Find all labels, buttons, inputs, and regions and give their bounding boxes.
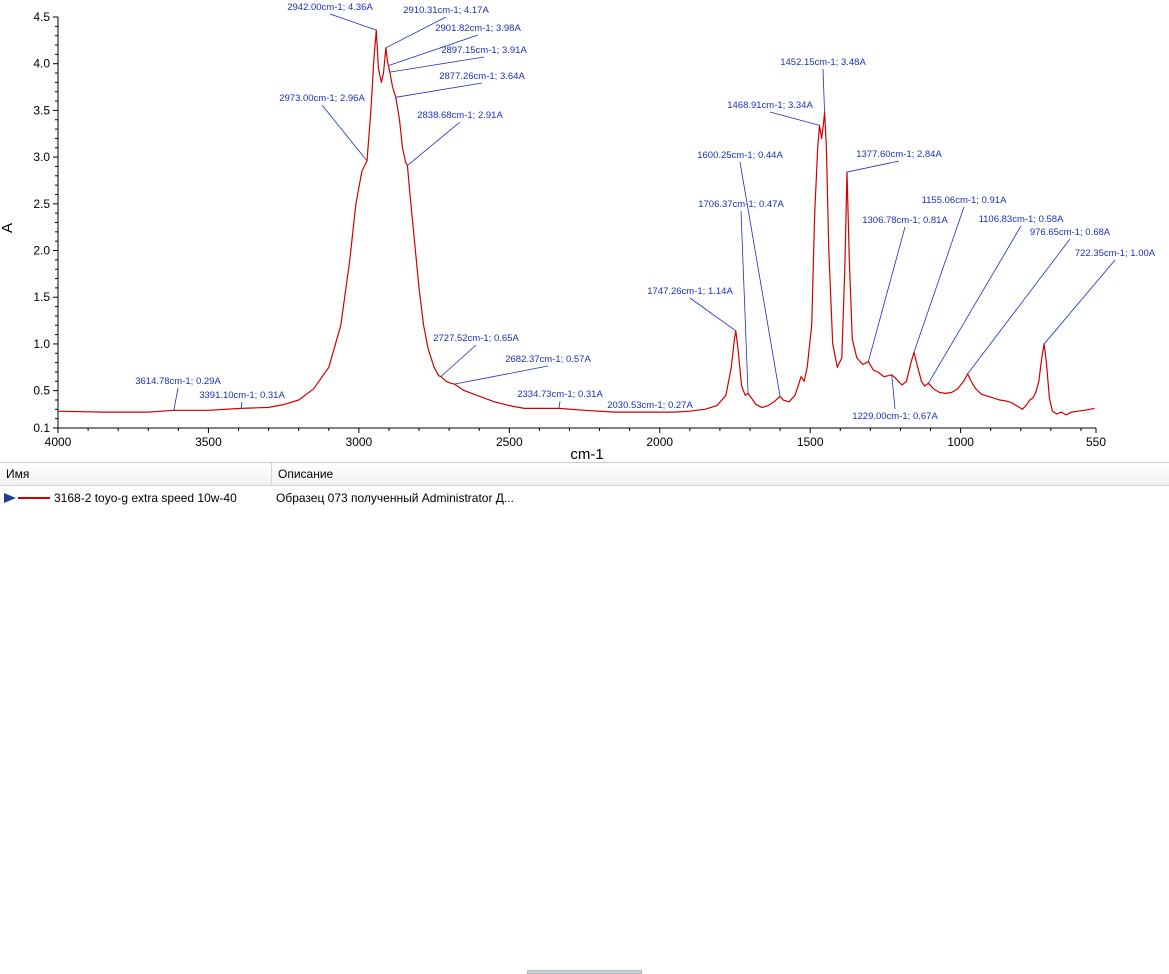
legend-column-name[interactable]: Имя [0, 463, 272, 485]
peak-leader-line [174, 388, 178, 410]
peak-leader-line [241, 402, 242, 408]
x-axis-title: cm-1 [570, 446, 603, 460]
peak-label: 1106.83cm-1; 0.58A [979, 214, 1065, 225]
legend-row-name-cell[interactable]: 3168-2 toyo-g extra speed 10w-40 [0, 487, 272, 509]
peak-label: 2334.73cm-1; 0.31A [517, 389, 603, 400]
peak-label: 3391.10cm-1; 0.31A [199, 390, 285, 401]
x-tick-label: 2000 [646, 435, 673, 449]
peak-leader-line [741, 211, 748, 393]
peak-label: 1155.06cm-1; 0.91A [922, 195, 1008, 206]
peak-leader-line [968, 239, 1070, 374]
peak-label: 2897.15cm-1; 3.91A [441, 45, 527, 56]
peak-leader-line [559, 401, 560, 408]
peak-label: 2838.68cm-1; 2.91A [417, 110, 503, 121]
y-tick-label: 3.0 [33, 150, 50, 164]
peak-leader-line [868, 227, 905, 362]
y-tick-label: 3.5 [33, 103, 50, 117]
x-tick-label: 2500 [496, 435, 523, 449]
y-tick-label: 1.0 [33, 337, 50, 351]
x-tick-label: 1000 [947, 435, 974, 449]
peak-label: 2030.53cm-1; 0.27A [607, 400, 693, 411]
peak-label: 2727.52cm-1; 0.65A [433, 333, 519, 344]
y-tick-label: 2.0 [33, 244, 50, 258]
spectrum-name: 3168-2 toyo-g extra speed 10w-40 [54, 487, 237, 509]
legend-row[interactable]: 3168-2 toyo-g extra speed 10w-40 Образец… [0, 487, 1169, 509]
peak-label: 1452.15cm-1; 3.48A [780, 57, 866, 68]
y-axis-title: A [0, 223, 16, 233]
peak-label: 2942.00cm-1; 4.36A [287, 2, 373, 13]
peak-leader-line [892, 375, 895, 409]
peak-leader-line [322, 105, 367, 161]
peak-leader-line [1044, 260, 1115, 344]
peak-leader-line [914, 207, 964, 352]
peak-label: 1468.91cm-1; 3.34A [727, 100, 813, 111]
x-tick-label: 4000 [45, 435, 72, 449]
y-tick-label: 4.0 [33, 57, 50, 71]
peak-leader-line [740, 162, 780, 396]
peak-label: 2973.00cm-1; 2.96A [279, 93, 365, 104]
peak-leader-line [407, 122, 460, 166]
x-tick-label: 3000 [346, 435, 373, 449]
peak-leader-line [390, 57, 484, 72]
y-tick-label: 0.5 [33, 384, 50, 398]
spectrum-description: Образец 073 полученный Administrator Д..… [276, 487, 1156, 509]
peak-label: 1306.78cm-1; 0.81A [862, 215, 948, 226]
y-tick-label: 2.5 [33, 197, 50, 211]
peak-leader-line [823, 69, 825, 112]
peak-leader-line [396, 83, 482, 97]
peak-label: 3614.78cm-1; 0.29A [135, 376, 221, 387]
peak-leader-line [330, 14, 376, 30]
peak-leader-line [770, 112, 820, 125]
peak-leader-line [454, 366, 548, 384]
x-tick-label: 550 [1086, 435, 1106, 449]
y-tick-label: 0.1 [33, 421, 50, 435]
peak-label: 2877.26cm-1; 3.64A [439, 71, 525, 82]
x-tick-label: 3500 [195, 435, 222, 449]
legend-header: Имя Описание [0, 463, 1169, 486]
peak-leader-line [928, 226, 1021, 383]
peak-leader-line [441, 345, 476, 377]
legend-column-description[interactable]: Описание [272, 463, 1169, 485]
peak-label: 2901.82cm-1; 3.98A [435, 23, 521, 34]
peak-label: 1600.25cm-1; 0.44A [697, 150, 783, 161]
peak-annotations: 3614.78cm-1; 0.29A 3391.10cm-1; 0.31A 2973… [135, 2, 1156, 422]
peak-label: 1706.37cm-1; 0.47A [698, 199, 784, 210]
peak-leader-line [847, 161, 899, 172]
peak-label: 1747.26cm-1; 1.14A [647, 286, 733, 297]
horizontal-scrollbar[interactable] [527, 970, 642, 974]
x-tick-label: 1500 [797, 435, 824, 449]
y-tick-label: 4.5 [33, 10, 50, 24]
peak-leader-line [690, 298, 736, 331]
spectra-legend-table: Имя Описание 3168-2 toyo-g extra speed 1… [0, 462, 1169, 512]
peak-label: 2910.31cm-1; 4.17A [403, 5, 489, 16]
y-tick-label: 1.5 [33, 290, 50, 304]
arrow-icon [4, 493, 16, 503]
spectrum-chart: 0.1 0.5 1.0 1.5 2.0 2.5 3.0 3.5 4.0 4.5 4000 3500 30… [0, 0, 1169, 460]
peak-label: 2682.37cm-1; 0.57A [505, 354, 591, 365]
peak-label: 722.35cm-1; 1.00A [1075, 248, 1156, 259]
peak-label: 1229.00cm-1; 0.67A [852, 411, 938, 422]
peak-label: 976.65cm-1; 0.68A [1030, 227, 1111, 238]
line-color-swatch [18, 497, 50, 499]
peak-label: 1377.60cm-1; 2.84A [856, 149, 942, 160]
